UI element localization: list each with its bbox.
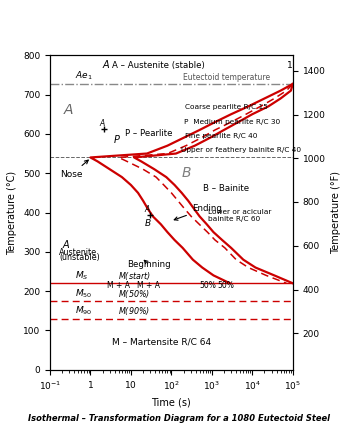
Text: P – Pearlite: P – Pearlite <box>125 129 172 138</box>
Text: Upper or feathery bainite R/C 40: Upper or feathery bainite R/C 40 <box>181 147 301 153</box>
Text: 50%: 50% <box>218 281 235 290</box>
Text: Nose: Nose <box>60 160 88 179</box>
Text: B – Bainite: B – Bainite <box>203 184 249 193</box>
Text: A: A <box>62 240 69 250</box>
Text: M + A: M + A <box>106 281 130 290</box>
Text: 1: 1 <box>286 61 292 70</box>
Text: A: A <box>102 60 109 70</box>
Text: $M$(start): $M$(start) <box>118 270 151 282</box>
Text: A – Austenite (stable): A – Austenite (stable) <box>112 61 205 70</box>
Text: $Ae_1$: $Ae_1$ <box>75 70 93 82</box>
Text: Fine pearlite R/C 40: Fine pearlite R/C 40 <box>185 133 258 139</box>
Text: P: P <box>114 135 120 144</box>
Y-axis label: Temperature (°F): Temperature (°F) <box>331 171 341 254</box>
Text: Ending: Ending <box>174 204 222 220</box>
Text: $M_{90}$: $M_{90}$ <box>75 305 93 317</box>
Text: P  Medium pearlite R/C 30: P Medium pearlite R/C 30 <box>183 119 280 125</box>
Text: $M_{50}$: $M_{50}$ <box>75 287 93 300</box>
Text: A: A <box>100 119 105 128</box>
Text: $M$(90%): $M$(90%) <box>118 306 150 317</box>
Text: $M$(50%): $M$(50%) <box>118 288 150 300</box>
Text: 50%: 50% <box>200 281 216 290</box>
Text: M + A: M + A <box>137 281 160 290</box>
Text: B: B <box>182 166 191 180</box>
Text: A: A <box>64 103 73 117</box>
Text: Eutectoid temperature: Eutectoid temperature <box>183 74 271 82</box>
Text: Coarse pearlite R/C 15: Coarse pearlite R/C 15 <box>185 104 268 110</box>
Text: Austenite: Austenite <box>59 248 97 257</box>
Text: Beginning: Beginning <box>127 260 171 269</box>
Text: M – Martensite R/C 64: M – Martensite R/C 64 <box>112 337 212 346</box>
Text: A: A <box>145 206 150 215</box>
Text: bainite R/C 60: bainite R/C 60 <box>208 216 260 222</box>
Text: $M_S$: $M_S$ <box>75 269 89 282</box>
Text: Lower or acicular: Lower or acicular <box>208 210 271 215</box>
Text: Isothermal – Transformation Diagram for a 1080 Eutectoid Steel: Isothermal – Transformation Diagram for … <box>27 414 330 423</box>
X-axis label: Time (s): Time (s) <box>151 397 191 408</box>
Y-axis label: Temperature (°C): Temperature (°C) <box>7 170 17 255</box>
Text: B: B <box>145 219 151 228</box>
Text: (unstable): (unstable) <box>59 253 100 263</box>
